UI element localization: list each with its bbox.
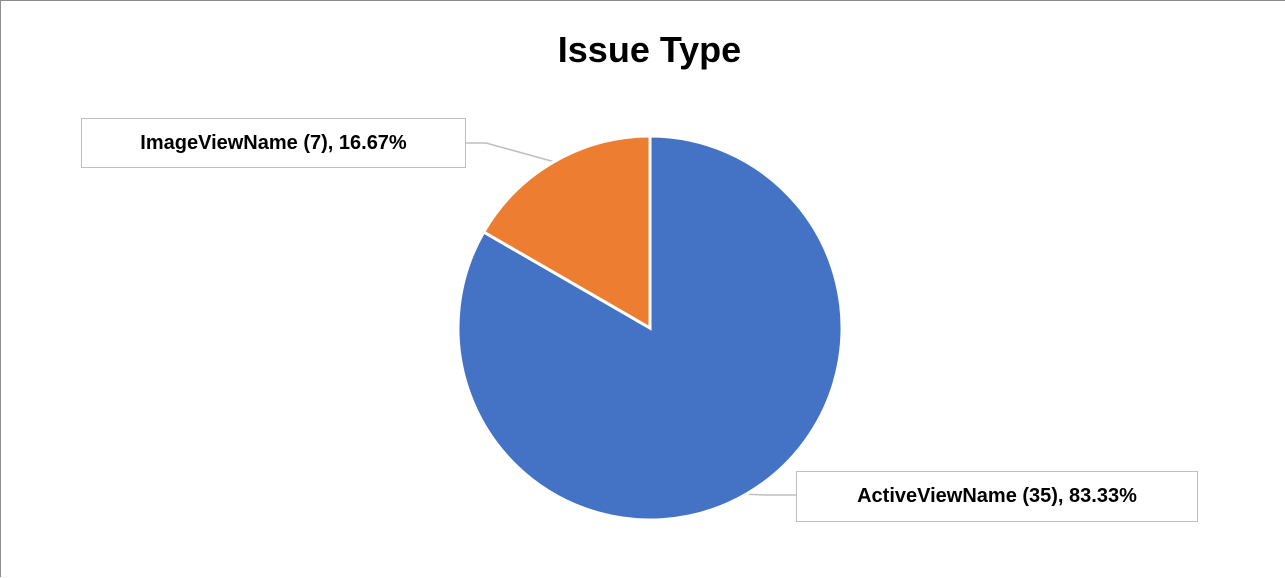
leader-lines — [466, 142, 796, 496]
leader-line-activeviewname — [745, 493, 796, 496]
pie-slice-imageviewname — [481, 134, 652, 331]
leader-line-imageviewname — [466, 142, 555, 163]
chart-title: Issue Type — [557, 29, 742, 70]
data-label-activeviewname: ActiveViewName (35), 83.33% — [796, 471, 1198, 522]
data-label-imageviewname: ImageViewName (7), 16.67% — [81, 118, 466, 168]
pie-slices — [456, 134, 844, 522]
